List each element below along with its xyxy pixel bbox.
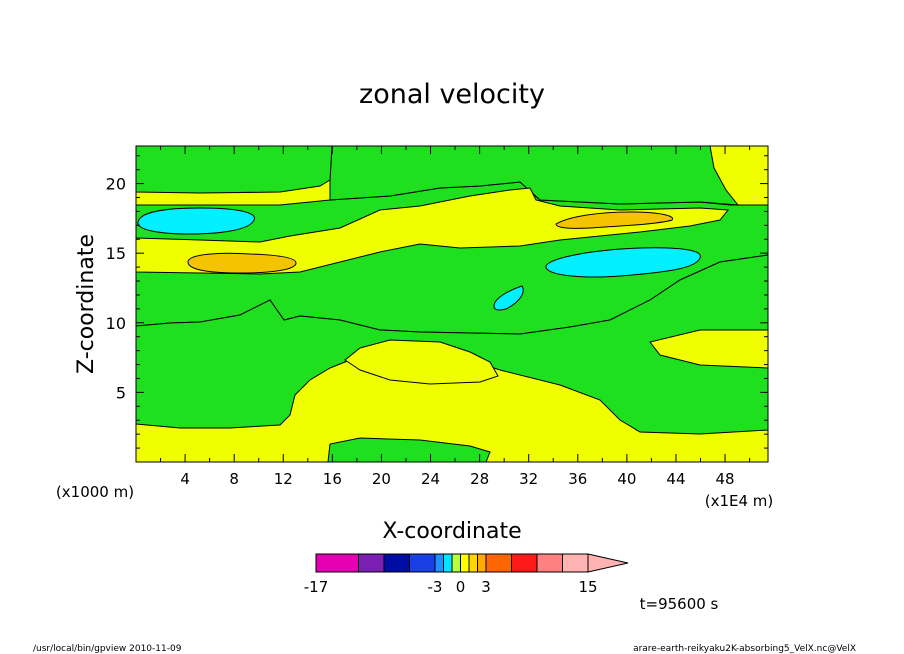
y-tick-label: 15 (106, 244, 126, 263)
colorbar-segment (443, 553, 453, 573)
axis-ticks (136, 146, 768, 462)
x-tick-label: 32 (519, 470, 538, 488)
contour-region-negative (327, 437, 491, 462)
contour-region-positive-medium (187, 252, 297, 274)
colorbar-segment (409, 553, 436, 573)
colorbar-segment (383, 553, 410, 573)
chart-title: zonal velocity (359, 79, 545, 110)
y-tick-label: 5 (116, 383, 126, 402)
colorbar-tick-label: 0 (456, 578, 466, 596)
colorbar-segment (434, 553, 444, 573)
colorbar-segment (562, 553, 589, 573)
colorbar-segment (511, 553, 538, 573)
contour-region-negative-medium (137, 207, 255, 235)
colorbar-tick-labels: -17 -3 0 3 15 (304, 578, 598, 596)
time-label: t=95600 s (640, 595, 719, 613)
x-tick-labels: 4 8 12 16 20 24 28 32 36 40 44 48 (180, 470, 734, 488)
x-unit-label: (x1E4 m) (705, 492, 774, 510)
colorbar-segment (477, 553, 487, 573)
y-unit-label: (x1000 m) (56, 483, 134, 501)
colorbar-tick-label: -3 (428, 578, 443, 596)
x-tick-label: 16 (323, 470, 342, 488)
y-tick-labels: 5 10 15 20 (106, 175, 126, 403)
contour-region-negative-medium (545, 247, 701, 278)
x-tick-label: 20 (372, 470, 391, 488)
colorbar-segment (451, 553, 461, 573)
contour-region-negative-medium (493, 285, 524, 311)
contour-region-negative (136, 146, 333, 194)
y-tick-label: 20 (106, 175, 126, 194)
plot-frame (135, 145, 769, 463)
x-tick-label: 48 (716, 470, 735, 488)
x-tick-label: 36 (568, 470, 587, 488)
contour-region-positive (136, 187, 729, 275)
colorbar (315, 553, 629, 573)
x-axis-label: X-coordinate (382, 519, 521, 544)
colorbar-tick-label: -17 (304, 578, 329, 596)
colorbar-segment (468, 553, 478, 573)
footer-right: arare-earth-reikyaku2K-absorbing5_VelX.n… (633, 644, 856, 654)
x-tick-label: 24 (421, 470, 440, 488)
y-tick-label: 10 (106, 314, 126, 333)
colorbar-segment (358, 553, 385, 573)
footer-left: /usr/local/bin/gpview 2010-11-09 (33, 644, 182, 654)
colorbar-tick-label: 3 (481, 578, 491, 596)
colorbar-tick-label: 15 (578, 578, 597, 596)
contour-plot (136, 146, 768, 462)
x-tick-label: 44 (666, 470, 685, 488)
x-tick-label: 12 (274, 470, 293, 488)
y-axis-label: Z-coordinate (74, 234, 99, 374)
contour-region-positive (344, 339, 499, 385)
contour-region-positive-medium (555, 211, 674, 229)
colorbar-segment (460, 553, 470, 573)
colorbar-extension (587, 553, 629, 573)
colorbar-segment (315, 553, 359, 573)
contour-region-negative (136, 254, 768, 435)
contour-region-negative (329, 146, 740, 206)
x-tick-label: 8 (229, 470, 239, 488)
x-tick-label: 28 (470, 470, 489, 488)
colorbar-segment (485, 553, 512, 573)
colorbar-segment (536, 553, 563, 573)
x-tick-label: 40 (617, 470, 636, 488)
x-tick-label: 4 (180, 470, 190, 488)
